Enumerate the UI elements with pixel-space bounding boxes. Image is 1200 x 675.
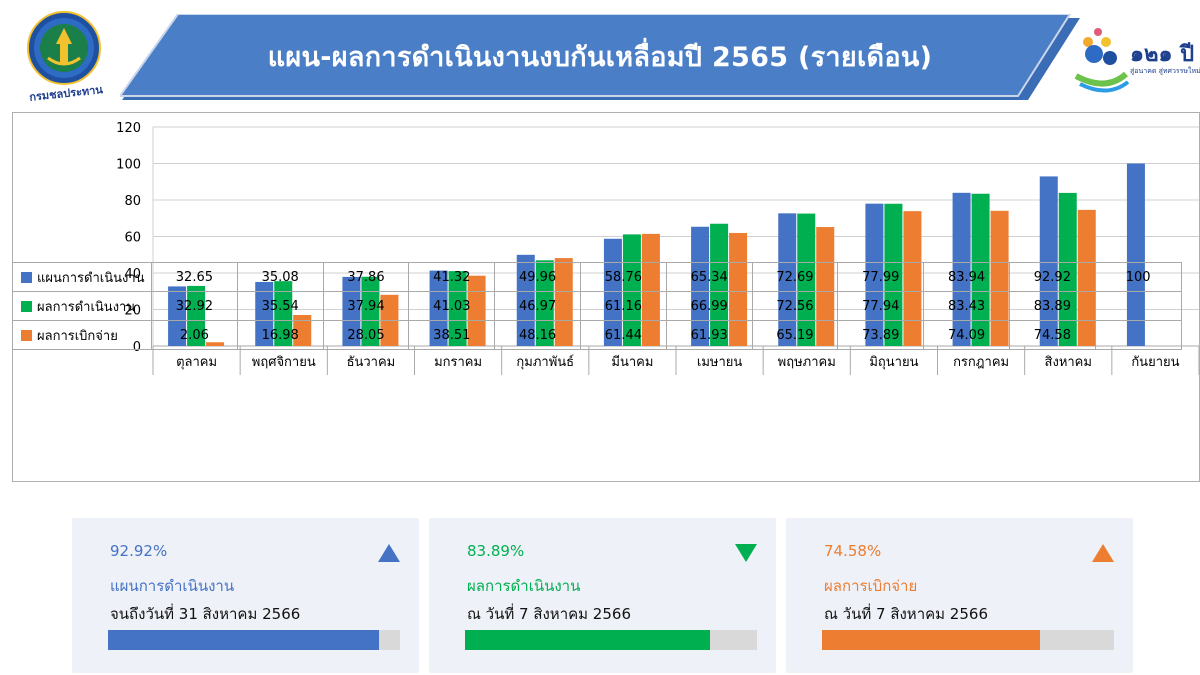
legend-key-icon xyxy=(21,271,32,283)
x-tick-label: พฤษภาคม xyxy=(778,355,836,370)
table-cell xyxy=(1094,291,1182,321)
table-cell: 72.56 xyxy=(751,291,839,321)
y-tick-label: 120 xyxy=(116,121,141,136)
table-cell: 58.76 xyxy=(579,262,667,292)
table-cell: 83.89 xyxy=(1008,291,1096,321)
legend-cell: ผลการเบิกจ่าย xyxy=(12,320,152,350)
y-tick-label: 100 xyxy=(116,158,141,173)
table-cell: 32.65 xyxy=(151,262,238,292)
x-tick-label: กรกฎาคม xyxy=(953,355,1009,370)
table-cell: 32.92 xyxy=(151,291,238,321)
table-row-disbursement: ผลการเบิกจ่าย 2.06 16.98 28.05 38.51 48.16 61.… xyxy=(12,320,1182,350)
table-row-result: ผลการดำเนินงาน 32.92 35.54 37.94 41.03 46.97 6… xyxy=(12,291,1182,321)
table-cell: 83.94 xyxy=(923,262,1010,292)
triangle-up-icon xyxy=(1092,544,1114,562)
result-summary-card: 83.89% ผลการดำเนินงาน ณ วันที่ 7 สิงหาคม… xyxy=(429,518,776,673)
table-cell: 100 xyxy=(1094,262,1182,292)
table-cell: 83.43 xyxy=(923,291,1010,321)
table-cell: 77.94 xyxy=(837,291,925,321)
disbursement-summary-date: ณ วันที่ 7 สิงหาคม 2566 xyxy=(824,605,988,623)
disbursement-summary-card: 74.58% ผลการเบิกจ่าย ณ วันที่ 7 สิงหาคม … xyxy=(786,518,1133,673)
legend-key-icon xyxy=(21,300,32,312)
disbursement-summary-value: 74.58% xyxy=(824,542,882,560)
table-row-plan: แผนการดำเนินงาน 32.65 35.08 37.86 41.32 49.96… xyxy=(12,262,1182,292)
table-cell: 72.69 xyxy=(751,262,839,292)
table-cell: 61.93 xyxy=(665,320,753,350)
result-summary-date: ณ วันที่ 7 สิงหาคม 2566 xyxy=(467,605,631,623)
plan-summary-value: 92.92% xyxy=(110,542,168,560)
table-cell: 35.54 xyxy=(236,291,324,321)
table-cell: 92.92 xyxy=(1008,262,1096,292)
x-tick-label: ธันวาคม xyxy=(347,355,396,370)
triangle-up-icon xyxy=(378,544,400,562)
x-tick-label: กุมภาพันธ์ xyxy=(516,354,574,370)
table-cell: 41.32 xyxy=(408,262,496,292)
table-cell: 65.34 xyxy=(665,262,753,292)
table-cell: 61.16 xyxy=(579,291,667,321)
table-cell: 74.09 xyxy=(923,320,1010,350)
table-cell: 77.99 xyxy=(837,262,925,292)
table-cell xyxy=(1094,320,1182,350)
table-cell: 28.05 xyxy=(322,320,410,350)
table-cell: 65.19 xyxy=(751,320,839,350)
title-banner xyxy=(120,14,1080,100)
x-tick-label: มกราคม xyxy=(434,355,482,370)
disbursement-progress-fill xyxy=(822,630,1040,650)
table-cell: 74.58 xyxy=(1008,320,1096,350)
triangle-down-icon xyxy=(735,544,757,562)
y-tick-label: 80 xyxy=(124,194,141,209)
y-tick-label: 60 xyxy=(124,231,141,246)
table-cell: 73.89 xyxy=(837,320,925,350)
table-cell: 41.03 xyxy=(408,291,496,321)
result-progress-fill xyxy=(465,630,710,650)
legend-cell: แผนการดำเนินงาน xyxy=(12,262,152,292)
plan-summary-label: แผนการดำเนินงาน xyxy=(110,577,235,595)
result-summary-value: 83.89% xyxy=(467,542,525,560)
table-cell: 37.94 xyxy=(322,291,410,321)
table-cell: 38.51 xyxy=(408,320,496,350)
result-summary-label: ผลการดำเนินงาน xyxy=(467,577,581,595)
plan-summary-card: 92.92% แผนการดำเนินงาน จนถึงวันที่ 31 สิ… xyxy=(72,518,419,673)
plan-progress-track xyxy=(108,630,400,650)
table-cell: 46.97 xyxy=(494,291,581,321)
result-progress-track xyxy=(465,630,757,650)
table-cell: 48.16 xyxy=(494,320,581,350)
disbursement-progress-track xyxy=(822,630,1114,650)
table-cell: 16.98 xyxy=(236,320,324,350)
disbursement-summary-label: ผลการเบิกจ่าย xyxy=(824,577,918,595)
data-table: แผนการดำเนินงาน 32.65 35.08 37.86 41.32 49.96… xyxy=(12,262,1182,350)
table-cell: 61.44 xyxy=(579,320,667,350)
legend-cell: ผลการดำเนินงาน xyxy=(12,291,152,321)
anniversary-logo: ๑๒๑ ปี สู่อนาคต สู่ทศวรรษใหม่ xyxy=(1066,12,1200,98)
x-tick-label: พฤศจิกายน xyxy=(252,355,316,370)
anniversary-logo-subtext: สู่อนาคต สู่ทศวรรษใหม่ xyxy=(1130,67,1200,75)
table-cell: 37.86 xyxy=(322,262,410,292)
legend-label: ผลการดำเนินงาน xyxy=(37,299,136,315)
x-tick-label: มีนาคม xyxy=(611,354,653,370)
legend-key-icon xyxy=(21,329,32,341)
rid-logo: กรมชลประทาน xyxy=(14,8,114,104)
x-tick-label: กันยายน xyxy=(1131,355,1179,370)
x-tick-label: มิถุนายน xyxy=(869,355,918,370)
table-cell: 66.99 xyxy=(665,291,753,321)
plan-summary-date: จนถึงวันที่ 31 สิงหาคม 2566 xyxy=(110,605,301,623)
anniversary-logo-text: ๑๒๑ ปี xyxy=(1130,42,1195,67)
table-cell: 35.08 xyxy=(236,262,324,292)
page-title: แผน-ผลการดำเนินงานงบกันเหลื่อมปี 2565 (ร… xyxy=(267,42,933,73)
legend-label: แผนการดำเนินงาน xyxy=(37,270,145,286)
x-tick-label: เมษายน xyxy=(697,355,742,370)
x-tick-label: ตุลาคม xyxy=(176,355,217,370)
plan-progress-fill xyxy=(108,630,380,650)
table-cell: 49.96 xyxy=(494,262,581,292)
legend-label: ผลการเบิกจ่าย xyxy=(37,328,118,344)
table-cell: 2.06 xyxy=(151,320,238,350)
x-tick-label: สิงหาคม xyxy=(1044,355,1091,370)
